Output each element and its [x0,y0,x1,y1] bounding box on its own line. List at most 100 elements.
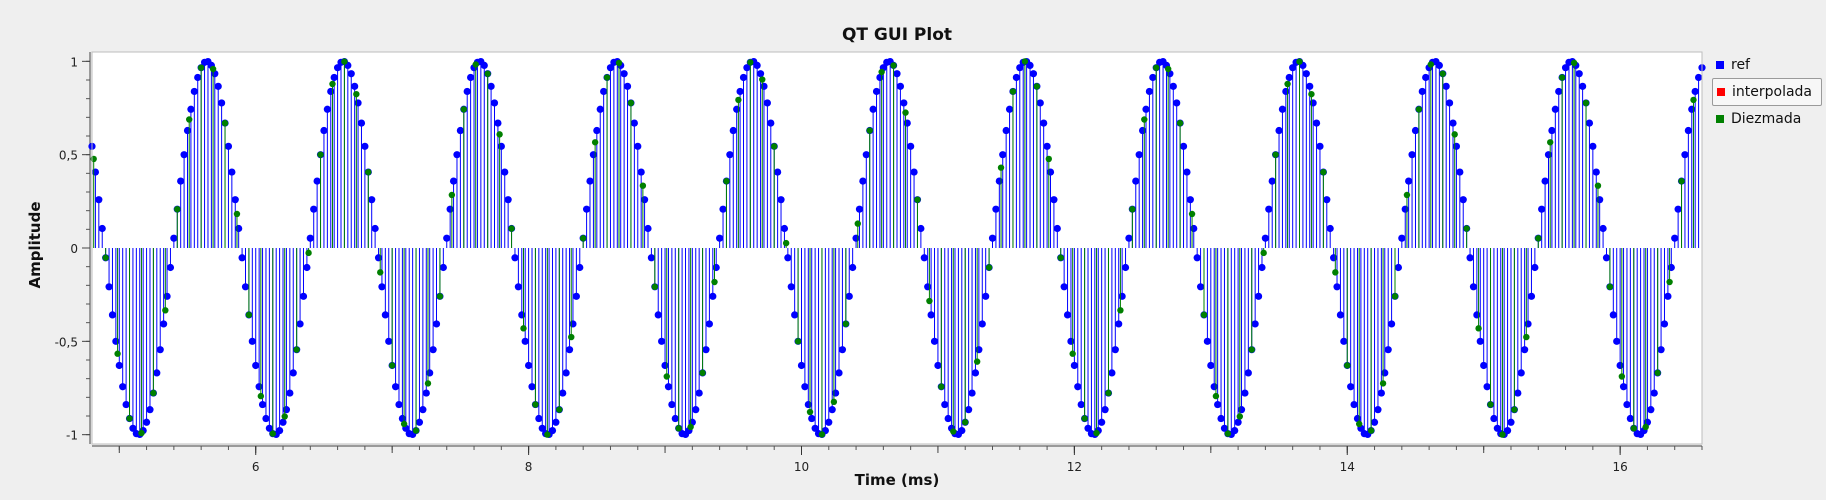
ref-point [1220,424,1229,432]
ref-point [1285,73,1293,82]
diezmada-point [973,358,981,365]
ref-point [115,361,123,370]
diezmada-point [985,264,993,271]
ref-point [596,105,604,113]
ref-point [1210,383,1218,391]
x-tick-label: 8 [525,460,533,474]
ref-point [490,99,499,107]
ref-point [119,383,127,391]
ref-point [1538,205,1546,213]
ref-point [166,263,175,272]
x-tick-label: 16 [1612,460,1627,474]
ref-point [756,70,765,78]
ref-point [719,205,727,213]
ref-point [1561,64,1570,72]
ref-point [463,87,471,96]
diezmada-point [1224,430,1232,437]
legend-item-ref[interactable]: ref [1712,52,1822,78]
ref-point [391,383,400,391]
diezmada-point [782,239,790,247]
legend-label-ref: ref [1731,57,1750,73]
diezmada-point [1475,325,1482,332]
ref-point [668,400,676,409]
ref-point [351,82,359,90]
ref-point [992,205,1000,213]
diezmada-point [221,119,229,127]
x-axis-label: Time (ms) [855,471,940,489]
ref-point [1046,168,1055,176]
diezmada-point [1284,80,1291,88]
ref-point [1623,400,1631,409]
ref-point [1619,383,1628,391]
diezmada-point [1558,74,1566,81]
ref-point [1115,320,1123,328]
diezmada-point [1308,90,1315,98]
diezmada-point [388,362,396,369]
ref-point [419,406,427,414]
ref-point [1466,254,1474,262]
diezmada-point [1344,362,1351,369]
diezmada-point [1009,88,1017,95]
ref-point [381,311,389,319]
ref-point [252,361,260,370]
diezmada-point [532,401,539,408]
ref-point [849,263,857,272]
ref-point [122,400,130,409]
ref-point [1237,406,1246,414]
diezmada-point [1535,235,1542,242]
y-tick-label: -0,5 [55,335,78,349]
ref-point [1036,99,1044,107]
ref-point [930,337,939,345]
ref-point [569,320,577,328]
ref-point [1125,234,1133,242]
ref-point [1456,168,1464,176]
diezmada-point [914,196,921,203]
axes: -1-0,500,516 8 10 12 14 16 [55,52,1703,474]
legend-item-diezmada[interactable]: Diezmada [1712,106,1822,132]
diezmada-point [1045,155,1052,163]
diezmada-point [1332,269,1339,276]
ref-point [1111,346,1119,354]
ref-point [576,263,584,272]
y-tick-label: -1 [66,429,78,443]
diezmada-point [197,64,205,71]
ref-point [763,99,771,107]
ref-point [1149,73,1157,82]
ref-point [1306,82,1314,90]
ref-point [1544,151,1553,159]
legend-item-interpolada[interactable]: interpolada [1712,78,1822,106]
diezmada-point [556,406,563,413]
ref-point [231,196,239,204]
diezmada-point [830,398,838,406]
diezmada-point [1212,392,1220,400]
ref-point [258,400,267,409]
diezmada-point [1451,131,1458,138]
ref-point [1026,61,1034,70]
ref-point [1347,383,1355,391]
ref-point [1217,414,1225,423]
ref-point [787,283,795,291]
diezmada-point [627,99,635,107]
ref-point [1694,73,1703,82]
ref-point [422,389,430,397]
diezmada-point [675,425,682,432]
ref-point [869,105,877,113]
diezmada-point [1582,99,1590,107]
plot-canvas[interactable] [88,51,1706,445]
ref-point [780,224,789,233]
ref-point [320,126,328,135]
ref-point [872,87,881,96]
ref-point [726,151,734,159]
diezmada-point [938,383,945,390]
ref-point [95,196,103,204]
ref-point [1445,99,1454,107]
diezmada-point [126,415,133,422]
diezmada-point [1570,59,1578,67]
ref-point [944,414,952,423]
ref-point [630,119,638,127]
ref-point [1070,361,1078,370]
diezmada-point [1021,58,1029,65]
ref-point [177,177,185,185]
legend-label-interpolada: interpolada [1732,84,1813,100]
ref-point [214,82,222,90]
